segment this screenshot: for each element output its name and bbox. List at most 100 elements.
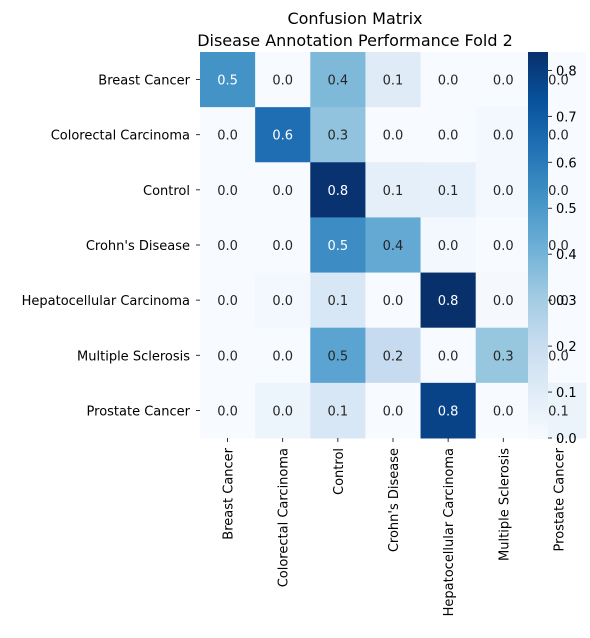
cell-value-label: 0.0	[548, 74, 569, 89]
heatmap-cell	[200, 327, 256, 384]
cell-value-label: 0.0	[217, 239, 238, 254]
heatmap-cell	[420, 272, 477, 329]
cell-value-label: 0.8	[438, 294, 459, 309]
heatmap-cell	[310, 272, 366, 329]
cell-value-label: 0.0	[383, 294, 404, 309]
cell-value-label: 0.0	[493, 294, 514, 309]
cell-value-label: 0.0	[493, 239, 514, 254]
cell-value-label: 0.0	[217, 184, 238, 199]
colorbar: 0.0 0.1 0.2 0.3 0.4 0.5 0.6 0.7 0.8	[528, 52, 577, 447]
colorbar-gradient	[528, 52, 548, 438]
cell-value-label: 0.0	[217, 294, 238, 309]
cell-value-label: 0.0	[383, 404, 404, 419]
heatmap-cell	[200, 162, 256, 218]
cell-value-label: 0.0	[272, 404, 293, 419]
heatmap-cell	[475, 52, 532, 108]
heatmap-cell	[200, 272, 256, 329]
colorbar-tick-label: 0.2	[556, 340, 577, 355]
heatmap-cell	[420, 382, 477, 439]
cell-value-label: 0.4	[328, 74, 349, 89]
cell-value-label: 0.0	[493, 184, 514, 199]
heatmap-cell	[365, 327, 422, 384]
cell-value-label: 0.5	[217, 74, 238, 89]
cell-value-label: 0.0	[383, 129, 404, 144]
heatmap-cell	[200, 107, 256, 163]
heatmap-cell	[310, 52, 366, 108]
heatmap-cell	[255, 382, 311, 439]
cell-value-label: 0.0	[217, 129, 238, 144]
row-tick-label: Multiple Sclerosis	[77, 349, 190, 364]
heatmap-cell	[200, 52, 256, 108]
colorbar-tick-label: 0.7	[556, 110, 577, 125]
cell-value-label: 0.1	[548, 404, 569, 419]
cell-value-label: 0.0	[217, 404, 238, 419]
cell-value-label: 0.1	[438, 184, 459, 199]
heatmap-cell	[310, 107, 366, 163]
heatmap-cell	[310, 162, 366, 218]
colorbar-tick-label: 0.4	[556, 248, 577, 263]
heatmap-cell	[200, 217, 256, 274]
cell-value-label: 0.0	[272, 294, 293, 309]
cell-value-label: 0.8	[328, 184, 349, 199]
cell-value-label: 0.0	[272, 349, 293, 364]
cell-value-label: 0.6	[272, 129, 293, 144]
cell-value-label: 0.0	[548, 129, 569, 144]
cell-value-label: 0.5	[328, 349, 349, 364]
cell-value-label: 0.0	[438, 129, 459, 144]
row-tick-label: Colorectal Carcinoma	[51, 129, 190, 144]
cell-value-label: 0.3	[328, 129, 349, 144]
cell-value-label: 0.1	[328, 404, 349, 419]
cell-value-label: 0.4	[383, 239, 404, 254]
heatmap-cell	[365, 52, 422, 108]
heatmap-cell	[365, 162, 422, 218]
cell-value-label: 0.0	[548, 294, 569, 309]
heatmap-cell	[365, 107, 422, 163]
cell-value-label: 0.1	[328, 294, 349, 309]
column-tick-label: Crohn's Disease	[387, 448, 402, 552]
cell-value-label: 0.0	[493, 74, 514, 89]
heatmap-cell	[310, 217, 366, 274]
heatmap-cell	[365, 382, 422, 439]
colorbar-tick-label: 0.0	[556, 432, 577, 447]
heatmap-cell	[420, 52, 477, 108]
cell-value-label: 0.5	[328, 239, 349, 254]
heatmap-cell	[475, 382, 532, 439]
cell-value-label: 0.0	[493, 404, 514, 419]
heatmap-cell	[310, 382, 366, 439]
colorbar-tick-label: 0.8	[556, 64, 577, 79]
heatmap-cell	[255, 107, 311, 163]
row-tick-label: Prostate Cancer	[87, 404, 191, 419]
row-tick-label: Breast Cancer	[98, 74, 190, 89]
heatmap-cell	[420, 107, 477, 163]
row-labels: Breast Cancer Colorectal Carcinoma Control…	[22, 74, 200, 419]
row-tick-label: Hepatocellular Carcinoma	[22, 294, 190, 309]
colorbar-tick-label: 0.1	[556, 386, 577, 401]
heatmap-cell	[255, 217, 311, 274]
heatmap-cell	[365, 217, 422, 274]
column-tick-label: Control	[332, 448, 347, 495]
column-tick-label: Breast Cancer	[222, 447, 237, 539]
heatmap-cell	[255, 52, 311, 108]
row-tick-label: Crohn's Disease	[86, 239, 190, 254]
colorbar-tick-label: 0.5	[556, 202, 577, 217]
cell-value-label: 0.8	[438, 404, 459, 419]
cell-value-label: 0.1	[383, 74, 404, 89]
colorbar-tick-label: 0.6	[556, 156, 577, 171]
chart-subtitle: Disease Annotation Performance Fold 2	[197, 31, 513, 50]
cell-value-label: 0.1	[383, 184, 404, 199]
cell-value-label: 0.0	[548, 239, 569, 254]
cell-value-label: 0.3	[493, 349, 514, 364]
heatmap-cell	[475, 107, 532, 163]
cell-value-label: 0.0	[438, 239, 459, 254]
column-tick-label: Prostate Cancer	[552, 447, 567, 551]
colorbar-ticks: 0.0 0.1 0.2 0.3 0.4 0.5 0.6 0.7 0.8	[548, 64, 577, 447]
column-tick-label: Colorectal Carcinoma	[277, 448, 292, 587]
heatmap-cell	[475, 327, 532, 384]
row-tick-label: Control	[143, 184, 190, 199]
chart-title: Confusion Matrix	[287, 9, 422, 28]
heatmap-cell	[420, 327, 477, 384]
heatmap-cell	[420, 162, 477, 218]
cell-value-label: 0.0	[438, 349, 459, 364]
heatmap-cell	[310, 327, 366, 384]
